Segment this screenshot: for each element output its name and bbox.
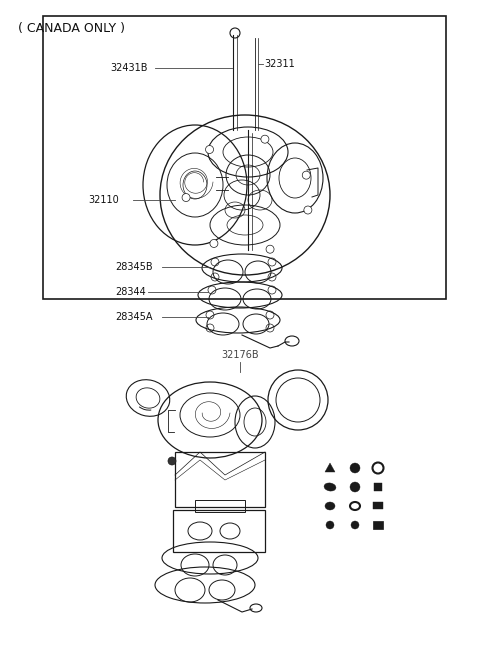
Polygon shape <box>325 463 335 472</box>
Text: 28344: 28344 <box>115 287 146 297</box>
Circle shape <box>350 463 360 473</box>
Text: 32311: 32311 <box>264 59 295 69</box>
Bar <box>173 510 265 552</box>
Circle shape <box>261 135 269 143</box>
Circle shape <box>351 521 359 529</box>
Circle shape <box>168 457 176 465</box>
Circle shape <box>182 194 190 202</box>
Text: 28345A: 28345A <box>115 312 153 322</box>
Bar <box>373 521 383 529</box>
Text: 32110: 32110 <box>88 195 119 205</box>
Bar <box>373 502 383 509</box>
Circle shape <box>326 521 334 529</box>
Bar <box>43 16 446 299</box>
Circle shape <box>304 206 312 214</box>
Circle shape <box>210 239 218 248</box>
Circle shape <box>302 171 310 179</box>
Circle shape <box>205 145 214 154</box>
Ellipse shape <box>324 483 336 491</box>
Bar <box>374 483 382 491</box>
Ellipse shape <box>325 502 335 510</box>
Circle shape <box>350 482 360 492</box>
Bar <box>175 452 265 507</box>
Circle shape <box>266 245 274 253</box>
Text: 32431B: 32431B <box>110 63 147 73</box>
Bar <box>195 500 245 512</box>
Text: 28345B: 28345B <box>115 262 153 272</box>
Text: ( CANADA ONLY ): ( CANADA ONLY ) <box>18 22 125 35</box>
Text: 32176B: 32176B <box>221 350 259 360</box>
